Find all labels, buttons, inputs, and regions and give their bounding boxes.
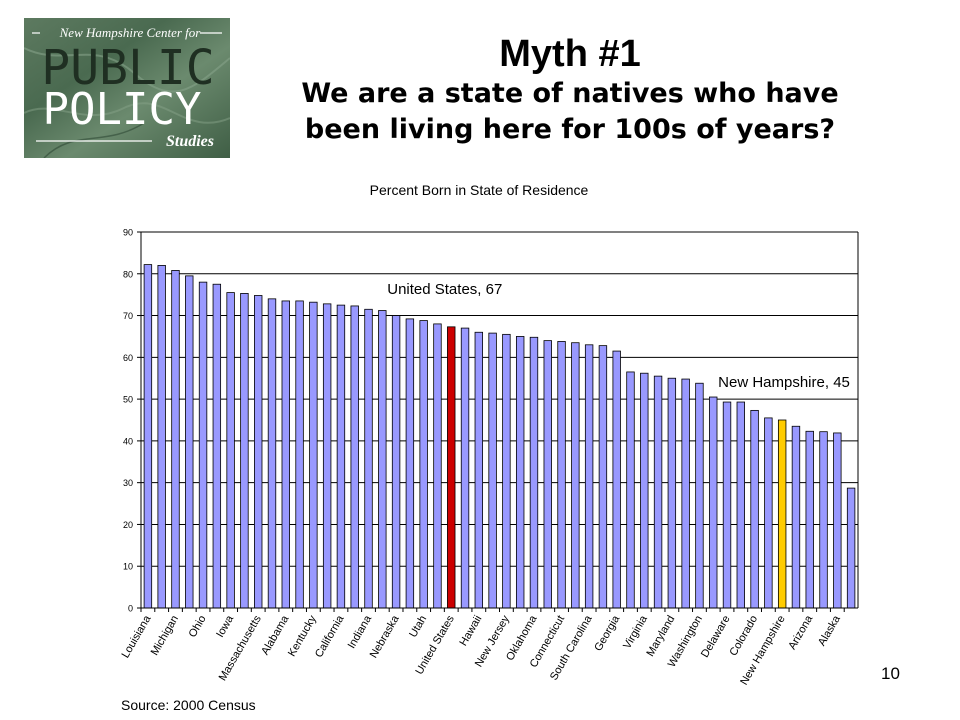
bar [502, 333, 511, 609]
x-tick-label: Ohio [187, 614, 209, 640]
bar [447, 326, 456, 609]
bar [571, 342, 580, 609]
y-tick-label: 30 [123, 478, 133, 488]
bar [185, 275, 194, 609]
bar [419, 320, 428, 609]
bar [364, 308, 373, 609]
bar [819, 431, 828, 609]
bar [281, 300, 290, 609]
bar [833, 432, 842, 609]
bar [474, 331, 484, 609]
bar [709, 396, 718, 609]
bar [653, 375, 663, 609]
y-tick-label: 90 [123, 228, 133, 238]
logo-line4: Studies [166, 133, 214, 150]
y-tick-label: 60 [123, 353, 133, 363]
annotation-layer: United States, 67 New Hampshire, 45 [387, 281, 850, 391]
subtitle-line-2: been living here for 100s of years? [304, 114, 836, 145]
bar-layer [143, 264, 856, 609]
bar [267, 298, 277, 609]
bar [295, 300, 304, 609]
subtitle-line-1: We are a state of natives who have [301, 78, 839, 109]
bar-chart: Percent Born in State of Residence 0 10 20… [120, 182, 859, 687]
bar [240, 293, 249, 609]
bar [777, 419, 787, 609]
x-tick-label: Michigan [149, 614, 181, 658]
bar [212, 283, 222, 609]
logo-line2: PUBLIC [41, 40, 214, 96]
bar [805, 430, 814, 609]
x-tick-label: Alaska [816, 613, 843, 648]
logo-line1: New Hampshire Center for [59, 25, 202, 40]
x-tick-label: Hawaii [458, 614, 485, 649]
bar [764, 417, 773, 609]
y-tick-label: 20 [123, 520, 133, 530]
title-block: Myth #1 We are a state of natives who ha… [245, 32, 895, 148]
bar [378, 310, 387, 609]
y-tick-label: 50 [123, 395, 133, 405]
bar [322, 303, 332, 609]
bar [488, 332, 497, 609]
bar [750, 409, 759, 609]
logo: New Hampshire Center for PUBLIC POLICY S… [23, 18, 231, 159]
bar [391, 315, 401, 609]
y-tick-label: 40 [123, 436, 133, 446]
bar [626, 371, 635, 609]
bar-annotation: United States, 67 [387, 281, 502, 298]
bar [846, 487, 856, 609]
bar [157, 265, 166, 609]
bar [433, 323, 442, 609]
y-tick-label: 80 [123, 269, 133, 279]
bar [543, 340, 552, 609]
bar [598, 345, 608, 609]
bar [336, 304, 346, 609]
bar [791, 425, 801, 609]
bar [143, 264, 153, 609]
bar [584, 344, 594, 609]
x-tick-label: Arizona [786, 613, 815, 652]
slide-subtitle: We are a state of natives who have been … [245, 76, 895, 148]
bar [640, 372, 649, 609]
bar [226, 292, 235, 609]
bar [460, 327, 470, 609]
bar [695, 382, 704, 609]
y-tick-label: 10 [123, 562, 133, 572]
x-tick-label: Virginia [621, 613, 650, 651]
bar [254, 295, 263, 609]
bar [681, 378, 690, 609]
bar [736, 401, 745, 609]
bar [667, 377, 677, 609]
source-note: Source: 2000 Census [121, 697, 256, 713]
bar [515, 336, 525, 609]
x-tick-label: Georgia [592, 613, 622, 654]
x-tick-label: Iowa [214, 613, 236, 640]
bar [198, 281, 208, 609]
bar [350, 305, 359, 609]
bar [405, 318, 415, 609]
bar [529, 336, 539, 609]
bar [612, 350, 621, 609]
bar [171, 270, 180, 609]
bar [309, 301, 318, 609]
slide-title: Myth #1 [499, 33, 641, 75]
x-tick-label: Indiana [346, 613, 375, 651]
bar [722, 401, 732, 609]
x-tick-label: Louisiana [120, 613, 154, 661]
x-tick-label: Utah [407, 614, 429, 640]
slide-number: 10 [881, 664, 900, 683]
y-tick-label: 0 [128, 604, 133, 614]
bar [557, 341, 566, 609]
logo-graphic: New Hampshire Center for PUBLIC POLICY S… [23, 18, 231, 159]
bar-annotation: New Hampshire, 45 [718, 374, 850, 391]
axis-layer [137, 231, 859, 612]
chart-title: Percent Born in State of Residence [370, 182, 589, 198]
y-tick-label: 70 [123, 311, 133, 321]
logo-line3: POLICY [43, 84, 202, 135]
